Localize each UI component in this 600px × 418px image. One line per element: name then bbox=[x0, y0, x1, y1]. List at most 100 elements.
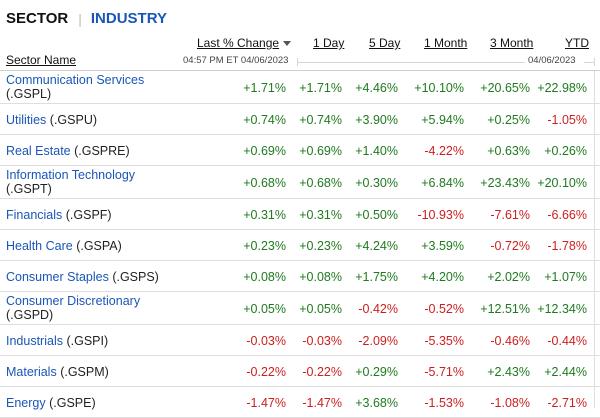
cell-m3: -7.61% bbox=[490, 208, 530, 222]
sector-name-link[interactable]: Energy (.GSPE) bbox=[6, 396, 96, 410]
cell-last: +0.74% bbox=[243, 113, 286, 127]
cell-ytd: -6.66% bbox=[547, 208, 587, 222]
sector-name-link[interactable]: Financials (.GSPF) bbox=[6, 208, 112, 222]
cell-last: -0.22% bbox=[246, 365, 286, 379]
cell-d1: +0.31% bbox=[299, 208, 342, 222]
cell-ytd: -0.44% bbox=[547, 334, 587, 348]
sector-name-link[interactable]: Utilities (.GSPU) bbox=[6, 113, 97, 127]
column-header-ytd[interactable]: YTD bbox=[565, 36, 589, 50]
column-divider bbox=[594, 71, 595, 408]
cell-m3: +0.63% bbox=[487, 144, 530, 158]
sector-name-link[interactable]: Consumer Discretionary (.GSPD) bbox=[6, 294, 140, 322]
cell-m3: +0.25% bbox=[487, 113, 530, 127]
cell-d5: +0.30% bbox=[355, 176, 398, 190]
sector-symbol: (.GSPA) bbox=[76, 239, 122, 253]
cell-d1: +0.74% bbox=[299, 113, 342, 127]
tab-sector[interactable]: SECTOR bbox=[6, 10, 69, 27]
cell-d1: +0.69% bbox=[299, 144, 342, 158]
sector-name-link[interactable]: Materials (.GSPM) bbox=[6, 365, 109, 379]
sector-name-link[interactable]: Consumer Staples (.GSPS) bbox=[6, 270, 159, 284]
sector-symbol: (.GSPU) bbox=[49, 113, 98, 127]
cell-last: +0.68% bbox=[243, 176, 286, 190]
cell-ytd: -1.05% bbox=[547, 113, 587, 127]
cell-last: +0.31% bbox=[243, 208, 286, 222]
sector-symbol: (.GSPRE) bbox=[74, 144, 130, 158]
column-header-3-month[interactable]: 3 Month bbox=[490, 36, 534, 50]
cell-m1: +3.59% bbox=[421, 239, 464, 253]
column-header-sector-name[interactable]: Sector Name bbox=[6, 53, 77, 67]
sector-table: Communication Services (.GSPL) +1.71% +1.71… bbox=[0, 71, 600, 418]
cell-m1: +10.10% bbox=[414, 81, 464, 95]
table-row: Communication Services (.GSPL) +1.71% +1.71… bbox=[0, 71, 600, 104]
table-row: Consumer Discretionary (.GSPD) +0.05% +0.05… bbox=[0, 292, 600, 325]
cell-d1: +0.08% bbox=[299, 270, 342, 284]
cell-ytd: +0.26% bbox=[544, 144, 587, 158]
cell-ytd: +12.34% bbox=[537, 302, 587, 316]
range-end-tick bbox=[594, 58, 595, 66]
cell-m1: -10.93% bbox=[417, 208, 464, 222]
sector-name: Financials bbox=[6, 208, 63, 222]
table-row: Energy (.GSPE) -1.47% -1.47% +3.68% -1.53% -1… bbox=[0, 387, 600, 418]
cell-d5: +1.40% bbox=[355, 144, 398, 158]
cell-m3: -0.46% bbox=[490, 334, 530, 348]
cell-d5: +0.50% bbox=[355, 208, 398, 222]
sector-name: Industrials bbox=[6, 334, 63, 348]
table-row: Financials (.GSPF) +0.31% +0.31% +0.50% -10.… bbox=[0, 199, 600, 230]
cell-d5: +3.90% bbox=[355, 113, 398, 127]
cell-m1: -0.52% bbox=[424, 302, 464, 316]
cell-d5: +1.75% bbox=[355, 270, 398, 284]
tab-industry[interactable]: INDUSTRY bbox=[90, 10, 167, 27]
range-end-date: 04/06/2023 bbox=[528, 55, 576, 66]
table-row: Information Technology (.GSPT) +0.68% +0.68… bbox=[0, 166, 600, 199]
tab-separator: | bbox=[78, 10, 82, 27]
cell-ytd: +22.98% bbox=[537, 81, 587, 95]
cell-last: +0.05% bbox=[243, 302, 286, 316]
cell-ytd: +1.07% bbox=[544, 270, 587, 284]
column-header-1-month[interactable]: 1 Month bbox=[424, 36, 468, 50]
sector-name-link[interactable]: Information Technology (.GSPT) bbox=[6, 168, 135, 196]
sector-name-link[interactable]: Communication Services (.GSPL) bbox=[6, 73, 144, 101]
table-row: Health Care (.GSPA) +0.23% +0.23% +4.24% +3.… bbox=[0, 230, 600, 261]
cell-d5: -0.42% bbox=[358, 302, 398, 316]
cell-d1: -1.47% bbox=[302, 396, 342, 410]
cell-m3: +12.51% bbox=[480, 302, 530, 316]
sector-symbol: (.GSPI) bbox=[66, 334, 109, 348]
cell-d1: -0.03% bbox=[302, 334, 342, 348]
cell-m3: +2.02% bbox=[487, 270, 530, 284]
cell-ytd: +20.10% bbox=[537, 176, 587, 190]
column-header-last-change[interactable]: Last % Change bbox=[197, 36, 292, 50]
cell-ytd: -2.71% bbox=[547, 396, 587, 410]
sector-name-link[interactable]: Real Estate (.GSPRE) bbox=[6, 144, 130, 158]
cell-d5: +0.29% bbox=[355, 365, 398, 379]
cell-last: +0.23% bbox=[243, 239, 286, 253]
column-header-1-day[interactable]: 1 Day bbox=[313, 36, 345, 50]
cell-m1: -5.35% bbox=[424, 334, 464, 348]
table-row: Real Estate (.GSPRE) +0.69% +0.69% +1.40% -4… bbox=[0, 135, 600, 166]
sector-name: Real Estate bbox=[6, 144, 71, 158]
sector-name-link[interactable]: Industrials (.GSPI) bbox=[6, 334, 108, 348]
cell-d1: +0.05% bbox=[299, 302, 342, 316]
sector-name: Health Care bbox=[6, 239, 73, 253]
sector-symbol: (.GSPE) bbox=[49, 396, 96, 410]
cell-d5: -2.09% bbox=[358, 334, 398, 348]
cell-last: +1.71% bbox=[243, 81, 286, 95]
cell-d1: +0.23% bbox=[299, 239, 342, 253]
sector-name: Utilities bbox=[6, 113, 47, 127]
sort-down-icon bbox=[283, 41, 292, 47]
sector-name-link[interactable]: Health Care (.GSPA) bbox=[6, 239, 122, 253]
last-update-timestamp: 04:57 PM ET 04/06/2023 bbox=[183, 55, 289, 66]
range-line-end bbox=[584, 62, 594, 63]
sector-symbol: (.GSPS) bbox=[112, 270, 159, 284]
cell-ytd: +2.44% bbox=[544, 365, 587, 379]
cell-ytd: -1.78% bbox=[547, 239, 587, 253]
cell-d5: +4.24% bbox=[355, 239, 398, 253]
sector-name: Consumer Discretionary bbox=[6, 294, 141, 308]
cell-m3: -0.72% bbox=[490, 239, 530, 253]
sector-name: Consumer Staples bbox=[6, 270, 109, 284]
cell-last: +0.08% bbox=[243, 270, 286, 284]
sector-symbol: (.GSPT) bbox=[6, 182, 52, 196]
table-row: Utilities (.GSPU) +0.74% +0.74% +3.90% +5.94… bbox=[0, 104, 600, 135]
cell-m3: +20.65% bbox=[480, 81, 530, 95]
table-row: Industrials (.GSPI) -0.03% -0.03% -2.09% -5.… bbox=[0, 325, 600, 356]
column-header-5-day[interactable]: 5 Day bbox=[369, 36, 401, 50]
